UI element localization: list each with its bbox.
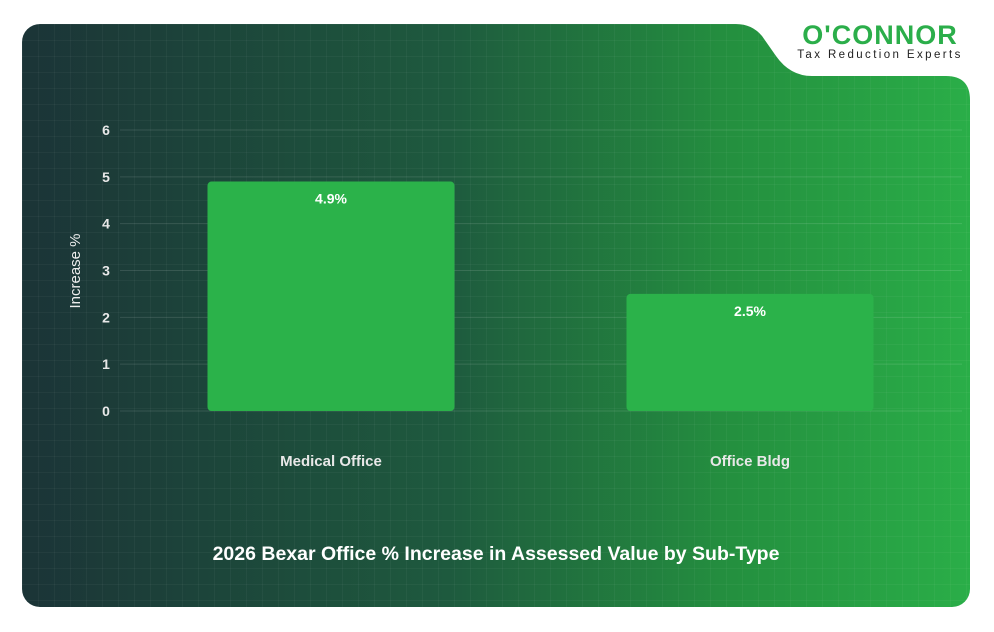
y-tick-label: 2 — [102, 309, 110, 325]
bar — [626, 293, 874, 411]
chart-title: 2026 Bexar Office % Increase in Assessed… — [212, 543, 780, 565]
x-tick-label: Medical Office — [280, 453, 382, 470]
data-label: 2.5% — [734, 303, 766, 319]
x-tick-label: Office Bldg — [710, 453, 790, 470]
y-tick-label: 0 — [102, 403, 110, 419]
y-tick-label: 4 — [102, 216, 110, 232]
y-tick-label: 5 — [102, 169, 110, 185]
y-tick-label: 6 — [102, 122, 110, 138]
y-tick-label: 1 — [102, 356, 110, 372]
y-tick-label: 3 — [102, 263, 110, 279]
bar — [207, 181, 455, 411]
y-axis-label: Increase % — [67, 233, 84, 308]
oconnor-logo: O'CONNOR Tax Reduction Experts — [797, 20, 963, 61]
data-label: 4.9% — [315, 191, 347, 207]
